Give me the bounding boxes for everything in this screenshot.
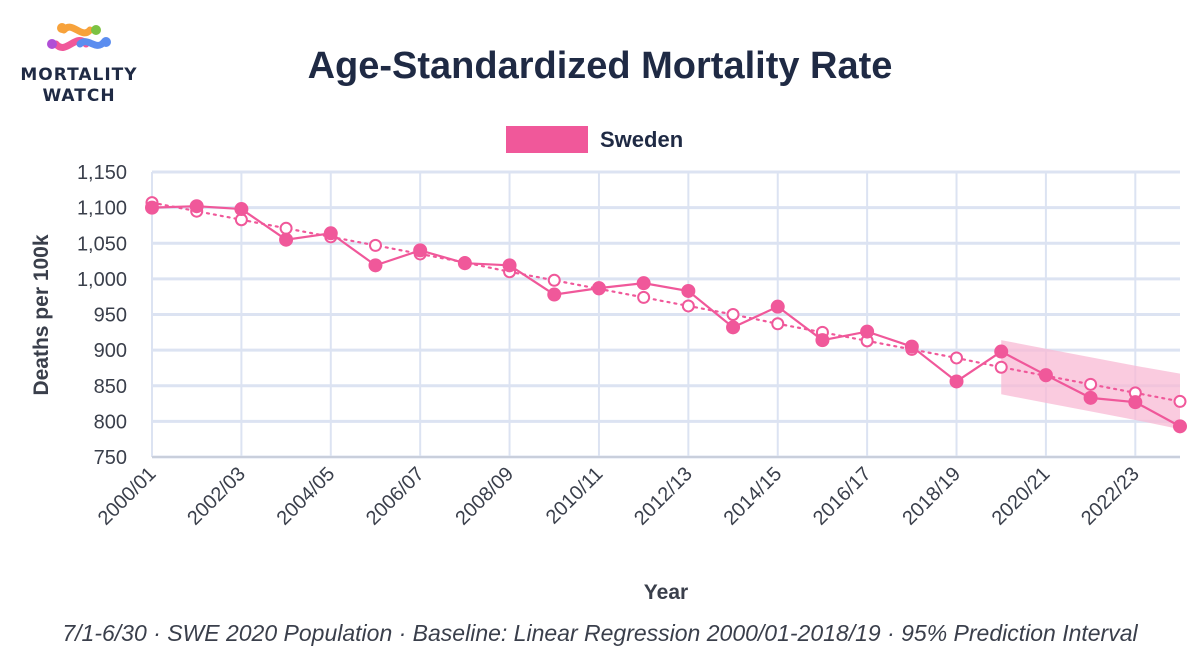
x-tick-label: 2008/09 bbox=[451, 463, 518, 530]
point-sweden-2018/19 bbox=[949, 374, 964, 389]
logo-text-line2: WATCH bbox=[42, 86, 115, 106]
x-axis-label: Year bbox=[644, 581, 688, 604]
point-baseline-2011/12 bbox=[637, 290, 651, 304]
y-tick-label: 1,150 bbox=[77, 162, 127, 184]
x-tick-label: 2014/15 bbox=[720, 463, 787, 530]
x-tick-label: 2010/11 bbox=[542, 463, 608, 529]
point-sweden-2000/01 bbox=[145, 200, 159, 215]
legend-swatch-sweden[interactable] bbox=[506, 126, 588, 153]
point-sweden-2012/13 bbox=[681, 283, 696, 298]
point-sweden-2023/24 bbox=[1173, 419, 1187, 434]
x-tick-label: 2016/17 bbox=[809, 463, 876, 530]
y-tick-label: 1,050 bbox=[77, 233, 127, 255]
chart-title: Age-Standardized Mortality Rate bbox=[308, 45, 893, 87]
y-tick-label: 900 bbox=[94, 340, 127, 362]
y-tick-label: 750 bbox=[94, 447, 127, 469]
point-baseline-2023/24 bbox=[1173, 394, 1187, 408]
y-tick-label: 850 bbox=[94, 376, 127, 398]
point-sweden-2011/12 bbox=[636, 276, 651, 291]
point-sweden-2008/09 bbox=[502, 258, 517, 273]
x-tick-label: 2006/07 bbox=[362, 463, 429, 530]
point-sweden-2014/15 bbox=[770, 299, 785, 314]
y-tick-label: 1,100 bbox=[77, 198, 127, 220]
point-baseline-2019/20 bbox=[994, 360, 1008, 374]
logo-text-line1: MORTALITY bbox=[20, 65, 137, 85]
point-sweden-2022/23 bbox=[1128, 395, 1143, 410]
point-sweden-2021/22 bbox=[1083, 390, 1098, 405]
series-line-baseline bbox=[150, 201, 1182, 403]
y-axis-ticks: 750 800 850 900 950 1,000 1,050 1,100 1,150 bbox=[77, 162, 127, 469]
y-tick-label: 950 bbox=[94, 305, 127, 327]
point-sweden-2007/08 bbox=[457, 256, 472, 271]
point-sweden-2004/05 bbox=[323, 226, 338, 241]
point-sweden-2005/06 bbox=[368, 258, 383, 273]
series-line-sweden bbox=[151, 205, 1181, 428]
x-tick-label: 2020/21 bbox=[988, 463, 1055, 530]
x-tick-label: 2000/01 bbox=[94, 463, 161, 530]
series-lines bbox=[150, 201, 1182, 428]
point-baseline-2013/14 bbox=[726, 308, 740, 321]
x-tick-label: 2012/13 bbox=[630, 463, 697, 530]
point-baseline-2021/22 bbox=[1084, 377, 1098, 391]
mortality-watch-logo: MORTALITY WATCH bbox=[20, 23, 137, 106]
point-sweden-2017/18 bbox=[904, 339, 919, 354]
point-baseline-2005/06 bbox=[368, 238, 382, 252]
point-sweden-2016/17 bbox=[860, 324, 875, 339]
y-axis-label: Deaths per 100k bbox=[30, 234, 53, 395]
point-sweden-2002/03 bbox=[234, 202, 249, 217]
point-sweden-2006/07 bbox=[413, 243, 428, 258]
point-sweden-2020/21 bbox=[1038, 368, 1053, 383]
point-sweden-2003/04 bbox=[279, 232, 294, 247]
x-tick-label: 2022/23 bbox=[1077, 463, 1144, 530]
y-tick-label: 800 bbox=[94, 411, 127, 433]
y-tick-label: 1,000 bbox=[77, 269, 127, 291]
chart-footer: 7/1-6/30 · SWE 2020 Population · Baselin… bbox=[62, 620, 1138, 646]
point-baseline-2003/04 bbox=[279, 221, 293, 235]
point-baseline-2009/10 bbox=[547, 273, 561, 287]
point-sweden-2013/14 bbox=[726, 320, 741, 335]
point-sweden-2019/20 bbox=[994, 344, 1009, 359]
x-tick-label: 2002/03 bbox=[183, 463, 250, 530]
legend-label-sweden[interactable]: Sweden bbox=[600, 127, 683, 152]
point-sweden-2009/10 bbox=[547, 287, 562, 302]
x-tick-label: 2004/05 bbox=[273, 463, 340, 530]
point-baseline-2014/15 bbox=[771, 317, 785, 331]
series-points bbox=[145, 196, 1187, 434]
x-tick-label: 2018/19 bbox=[898, 463, 965, 530]
logo-mark-icon bbox=[47, 23, 111, 51]
legend[interactable]: Sweden bbox=[506, 126, 683, 153]
point-baseline-2018/19 bbox=[950, 351, 964, 365]
grid bbox=[151, 170, 1180, 459]
point-baseline-2012/13 bbox=[681, 299, 695, 313]
point-sweden-2010/11 bbox=[591, 281, 606, 296]
point-sweden-2015/16 bbox=[815, 333, 830, 348]
x-axis-ticks: 2000/01 2002/03 2004/05 2006/07 2008/09 2010/… bbox=[94, 463, 1144, 530]
point-sweden-2001/02 bbox=[189, 199, 204, 214]
